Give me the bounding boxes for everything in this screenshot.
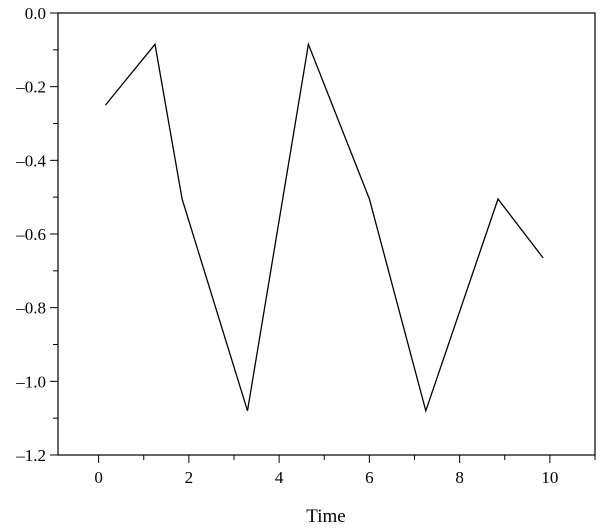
x-tick-label: 4 [275, 468, 284, 487]
axis-ticks [50, 12, 596, 463]
x-tick-label: 2 [185, 468, 194, 487]
plot-frame [57, 12, 596, 456]
x-tick-label: 10 [541, 468, 558, 487]
y-tick-label: –0.2 [15, 78, 46, 97]
x-tick-label: 8 [455, 468, 464, 487]
y-tick-label: –0.6 [15, 225, 46, 244]
axis-tick-labels: 0 2 4 6 8 10 0.0 –0.2 –0.4 –0.6 –0.8 –1.0 –1.2 [15, 4, 558, 487]
x-axis-title: Time [306, 506, 345, 527]
y-tick-label: 0.0 [25, 4, 46, 23]
series-line [104, 41, 544, 414]
y-tick-label: –0.8 [15, 299, 46, 318]
series-layer [104, 41, 544, 414]
y-tick-label: –1.0 [15, 372, 46, 391]
y-tick-label: –1.2 [15, 446, 46, 465]
x-tick-label: 6 [365, 468, 374, 487]
y-tick-label: –0.4 [15, 151, 46, 170]
x-tick-label: 0 [94, 468, 103, 487]
